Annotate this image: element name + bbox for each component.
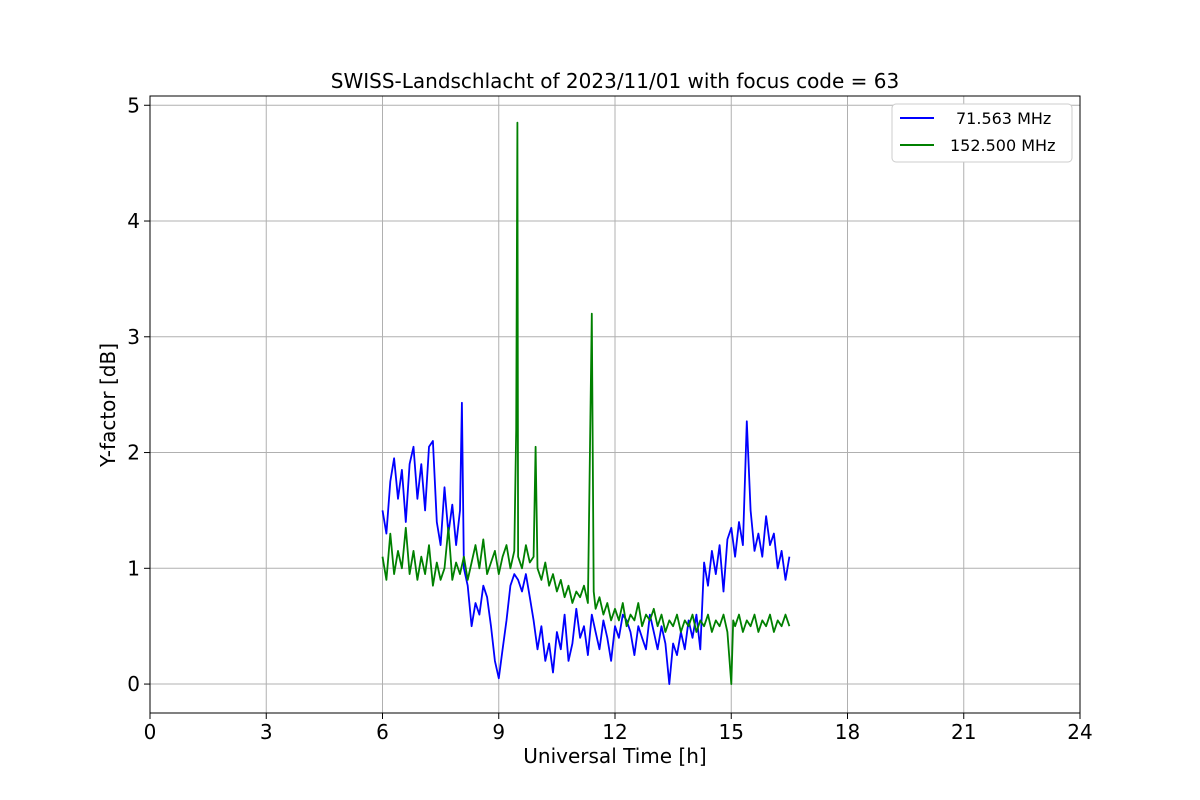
x-tick-label: 12 — [602, 720, 627, 744]
x-axis-ticks: 0 3 6 9 12 15 18 21 24 — [144, 713, 1093, 744]
legend-box — [891, 103, 1073, 163]
series-layer — [381, 121, 791, 685]
legend-label-152-500: 152.500 MHz — [950, 136, 1055, 155]
y-tick-label: 5 — [127, 93, 140, 117]
x-tick-label: 24 — [1067, 720, 1092, 744]
x-tick-label: 9 — [492, 720, 505, 744]
y-tick-label: 1 — [127, 556, 140, 580]
grid-lines — [149, 96, 1081, 713]
y-tick-label: 0 — [127, 672, 140, 696]
legend: 71.563 MHz 152.500 MHz — [891, 103, 1073, 163]
x-tick-label: 3 — [260, 720, 273, 744]
legend-label-71-563: 71.563 MHz — [956, 109, 1051, 128]
y-tick-label: 2 — [127, 441, 140, 465]
x-tick-label: 0 — [144, 720, 157, 744]
x-tick-label: 6 — [376, 720, 389, 744]
x-tick-label: 15 — [719, 720, 744, 744]
series-line-71-563-mhz — [381, 401, 791, 685]
x-tick-label: 18 — [835, 720, 860, 744]
y-tick-label: 3 — [127, 325, 140, 349]
x-axis-label: Universal Time [h] — [523, 744, 706, 768]
chart-title: SWISS-Landschlacht of 2023/11/01 with fo… — [331, 69, 899, 93]
x-tick-label: 21 — [951, 720, 976, 744]
y-axis-ticks: 0 1 2 3 4 5 — [127, 93, 150, 696]
series-line-152-500-mhz — [381, 121, 791, 685]
y-axis-label: Y-factor [dB] — [96, 343, 120, 468]
y-tick-label: 4 — [127, 209, 140, 233]
